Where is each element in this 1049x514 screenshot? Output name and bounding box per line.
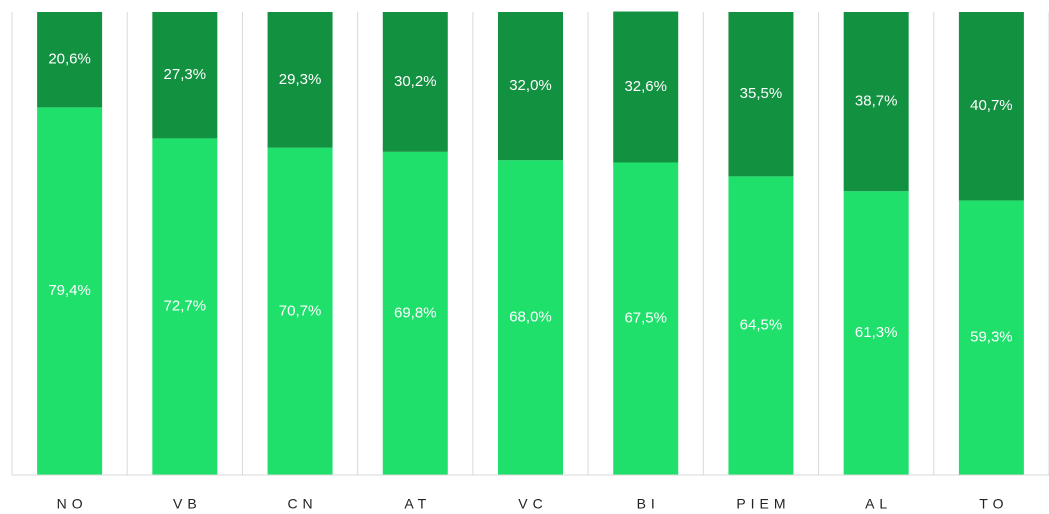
value-label: 67,5% bbox=[624, 310, 667, 327]
value-label: 69,8% bbox=[394, 304, 437, 321]
x-tick-label: AT bbox=[404, 496, 431, 512]
value-label: 64,5% bbox=[740, 317, 783, 334]
bar-segment bbox=[382, 12, 448, 152]
bar-segment bbox=[613, 11, 679, 163]
x-tick-label: PIEM bbox=[736, 496, 790, 512]
value-label: 32,6% bbox=[624, 78, 667, 95]
bar-segment bbox=[728, 176, 794, 476]
value-label: 20,6% bbox=[48, 51, 91, 68]
value-label: 72,7% bbox=[164, 298, 207, 315]
bar-segment bbox=[152, 12, 218, 139]
value-label: 68,0% bbox=[509, 309, 552, 326]
value-label: 79,4% bbox=[48, 282, 91, 299]
bar-segment bbox=[382, 151, 448, 476]
value-label: 30,2% bbox=[394, 73, 437, 90]
bar-segment bbox=[498, 12, 563, 161]
x-tick-label: NO bbox=[57, 496, 88, 512]
x-tick-label: VC bbox=[518, 496, 547, 512]
bar-segment bbox=[267, 147, 333, 475]
bar-segment bbox=[613, 162, 679, 475]
bar-segment bbox=[37, 107, 103, 476]
bar-segment bbox=[843, 12, 909, 192]
x-tick-label: AL bbox=[865, 496, 892, 512]
bar-segment bbox=[152, 138, 218, 476]
value-label: 38,7% bbox=[855, 93, 898, 110]
bar-segment bbox=[958, 200, 1024, 476]
bar-segment bbox=[498, 160, 563, 475]
value-label: 32,0% bbox=[509, 77, 552, 94]
bar-segment bbox=[728, 12, 794, 177]
bar-segment bbox=[958, 12, 1024, 201]
x-tick-label: VB bbox=[173, 496, 202, 512]
value-label: 70,7% bbox=[279, 302, 322, 319]
x-tick-label: TO bbox=[979, 496, 1008, 512]
x-tick-label: CN bbox=[287, 496, 317, 512]
value-label: 61,3% bbox=[855, 324, 898, 341]
x-tick-label: BI bbox=[637, 496, 660, 512]
value-label: 40,7% bbox=[970, 97, 1013, 114]
value-label: 27,3% bbox=[164, 66, 207, 83]
value-label: 35,5% bbox=[740, 85, 783, 102]
value-label: 29,3% bbox=[279, 71, 322, 88]
bar-segment bbox=[37, 12, 103, 108]
value-label: 59,3% bbox=[970, 329, 1013, 346]
bar-segment bbox=[267, 12, 333, 148]
bar-segment bbox=[843, 191, 909, 475]
